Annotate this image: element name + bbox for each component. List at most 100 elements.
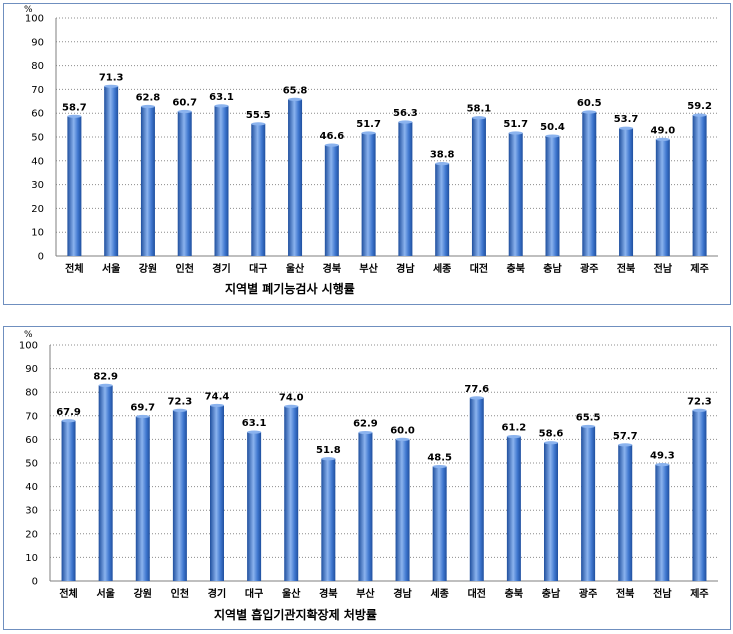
y-tick-label: 0 bbox=[38, 252, 44, 263]
bar-대전 bbox=[469, 397, 484, 581]
data-label: 56.3 bbox=[393, 108, 418, 119]
data-label: 49.3 bbox=[650, 451, 675, 462]
x-tick-label: 세종 bbox=[433, 262, 451, 275]
data-label: 51.8 bbox=[316, 445, 341, 456]
y-tick-label: 50 bbox=[25, 459, 38, 470]
bar-부산 bbox=[361, 132, 376, 256]
bar-cap bbox=[508, 131, 523, 135]
bar-cap bbox=[135, 414, 150, 419]
y-tick-label: 60 bbox=[25, 435, 38, 446]
bar-울산 bbox=[284, 406, 299, 581]
data-label: 59.2 bbox=[687, 101, 712, 112]
chart-title: 지역별 폐기능검사 시행률 bbox=[225, 281, 355, 296]
y-tick-label: 80 bbox=[31, 61, 44, 72]
bar-cap bbox=[582, 110, 597, 114]
x-tick-label: 울산 bbox=[282, 587, 301, 600]
bar-cap bbox=[692, 113, 707, 117]
bar-cap bbox=[398, 120, 413, 124]
x-tick-label: 부산 bbox=[356, 587, 375, 600]
bar-cap bbox=[358, 430, 373, 435]
data-label: 69.7 bbox=[130, 403, 155, 414]
bar-cap bbox=[210, 403, 224, 408]
bar-cap bbox=[321, 457, 336, 461]
data-label: 72.3 bbox=[687, 396, 712, 407]
bar-부산 bbox=[358, 432, 373, 581]
data-label: 74.4 bbox=[205, 391, 230, 402]
x-tick-label: 제주 bbox=[690, 262, 708, 275]
x-tick-label: 울산 bbox=[286, 262, 305, 275]
bar-전북 bbox=[619, 128, 634, 256]
data-label: 62.9 bbox=[353, 419, 378, 430]
y-tick-label: 30 bbox=[31, 180, 44, 191]
bar-대전 bbox=[471, 117, 486, 256]
bar-cap bbox=[506, 434, 521, 439]
bar-cap bbox=[692, 408, 707, 412]
bar-cap bbox=[581, 424, 596, 429]
x-tick-label: 대전 bbox=[470, 262, 488, 275]
bar-충남 bbox=[545, 136, 560, 256]
bar-cap bbox=[98, 383, 113, 387]
y-tick-label: 70 bbox=[25, 411, 38, 422]
data-label: 62.8 bbox=[136, 93, 161, 104]
bar-경북 bbox=[321, 458, 336, 581]
data-label: 61.2 bbox=[502, 423, 527, 434]
y-tick-label: 50 bbox=[31, 133, 44, 144]
y-tick-label: 60 bbox=[31, 109, 44, 120]
y-tick-label: 0 bbox=[32, 577, 38, 588]
x-tick-label: 인천 bbox=[171, 587, 189, 600]
data-label: 65.8 bbox=[283, 85, 308, 96]
x-tick-label: 경남 bbox=[393, 587, 412, 600]
bar-cap bbox=[544, 441, 558, 445]
bar-인천 bbox=[177, 111, 192, 256]
bar-대구 bbox=[251, 123, 266, 256]
chart-title: 지역별 흡입기관지확장제 처방률 bbox=[214, 607, 377, 622]
y-axis-unit: % bbox=[24, 5, 33, 15]
y-tick-label: 40 bbox=[25, 482, 38, 493]
y-tick-label: 40 bbox=[31, 156, 44, 167]
data-label: 67.9 bbox=[56, 407, 81, 418]
bar-서울 bbox=[98, 385, 113, 581]
bar-cap bbox=[324, 143, 339, 147]
spirometry-rate-chart: % 0 10 20 30 40 50 60 70 80 90 100 58.7 전체 71.3 서울 62.8 강… bbox=[24, 5, 718, 296]
bar-세종 bbox=[432, 466, 447, 581]
x-tick-label: 충남 bbox=[542, 587, 561, 600]
bar-cap bbox=[545, 134, 560, 138]
bar-충북 bbox=[506, 436, 521, 581]
x-tick-label: 광주 bbox=[580, 263, 598, 275]
bar-cap bbox=[177, 109, 192, 114]
x-tick-label: 경남 bbox=[396, 262, 415, 275]
x-tick-label: 경기 bbox=[208, 587, 226, 600]
y-tick-label: 30 bbox=[25, 506, 38, 517]
y-tick-label: 80 bbox=[25, 388, 38, 399]
data-label: 60.5 bbox=[577, 98, 602, 109]
data-label: 58.7 bbox=[62, 102, 87, 113]
bar-cap bbox=[284, 404, 299, 408]
bar-전북 bbox=[618, 444, 633, 581]
bar-세종 bbox=[435, 163, 450, 256]
data-label: 74.0 bbox=[279, 392, 304, 403]
bar-제주 bbox=[692, 115, 707, 256]
bar-전남 bbox=[655, 464, 670, 581]
data-label: 82.9 bbox=[93, 371, 118, 382]
bar-광주 bbox=[582, 112, 597, 256]
data-label: 63.1 bbox=[242, 418, 267, 429]
bar-경기 bbox=[210, 405, 224, 581]
bronchodilator-rate-chart: % 0 10 20 30 40 50 60 70 80 90 100 67.9 전체 82.9 서울 69.7 강… bbox=[19, 330, 718, 622]
x-tick-label: 전체 bbox=[59, 587, 77, 600]
x-tick-label: 충북 bbox=[505, 587, 523, 600]
y-tick-label: 70 bbox=[31, 85, 44, 96]
y-tick-label: 10 bbox=[31, 228, 44, 239]
bar-경남 bbox=[395, 439, 410, 581]
bar-cap bbox=[395, 437, 410, 441]
data-label: 46.6 bbox=[319, 131, 344, 142]
bar-cap bbox=[361, 131, 376, 135]
x-tick-label: 전남 bbox=[654, 262, 673, 275]
y-tick-label: 100 bbox=[25, 14, 44, 25]
bar-제주 bbox=[692, 410, 707, 581]
x-tick-label: 전남 bbox=[653, 587, 672, 600]
x-tick-label: 전체 bbox=[65, 262, 83, 275]
y-tick-label: 20 bbox=[25, 529, 38, 540]
bar-cap bbox=[172, 408, 187, 412]
x-tick-label: 경북 bbox=[323, 262, 341, 275]
x-tick-label: 전북 bbox=[617, 262, 635, 275]
